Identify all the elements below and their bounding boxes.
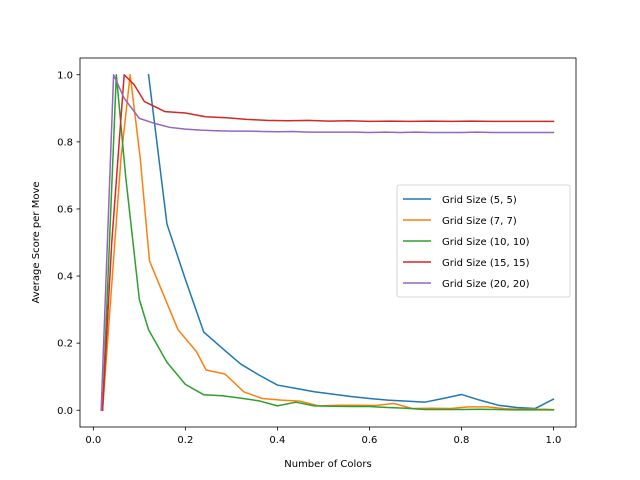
axes-frame (79, 57, 577, 428)
series-line-5 (100, 74, 555, 412)
y-tick-label: 1.0 (57, 70, 73, 81)
y-ticks: 0.0 0.2 0.4 0.6 0.8 1.0 (57, 70, 80, 417)
legend-label: Grid Size (7, 7) (442, 216, 517, 227)
x-tick-label: 0.0 (85, 435, 101, 446)
y-tick-label: 0.8 (57, 137, 73, 148)
x-tick-label: 0.6 (361, 435, 377, 446)
series-line-4 (101, 74, 555, 412)
x-tick-label: 0.2 (177, 435, 193, 446)
legend-box (396, 184, 571, 298)
x-tick-label: 1.0 (546, 435, 562, 446)
y-tick-label: 0.0 (57, 406, 73, 417)
y-axis-label: Average Score per Move (31, 181, 42, 303)
legend-label: Grid Size (15, 15) (442, 258, 530, 269)
x-ticks: 0.0 0.2 0.4 0.6 0.8 1.0 (85, 427, 561, 446)
x-tick-label: 0.8 (453, 435, 469, 446)
legend-label: Grid Size (5, 5) (442, 195, 517, 206)
series-layer (100, 73, 555, 412)
y-tick-label: 0.2 (57, 339, 73, 350)
series-line-1 (147, 73, 555, 410)
series-line-3 (101, 74, 555, 412)
legend-label: Grid Size (10, 10) (442, 237, 530, 248)
y-tick-label: 0.4 (57, 272, 73, 283)
legend-label: Grid Size (20, 20) (442, 279, 530, 290)
legend: Grid Size (5, 5) Grid Size (7, 7) Grid Siz… (396, 184, 571, 298)
x-tick-label: 0.4 (269, 435, 285, 446)
x-axis-label: Number of Colors (284, 459, 372, 470)
y-tick-label: 0.6 (57, 205, 73, 216)
